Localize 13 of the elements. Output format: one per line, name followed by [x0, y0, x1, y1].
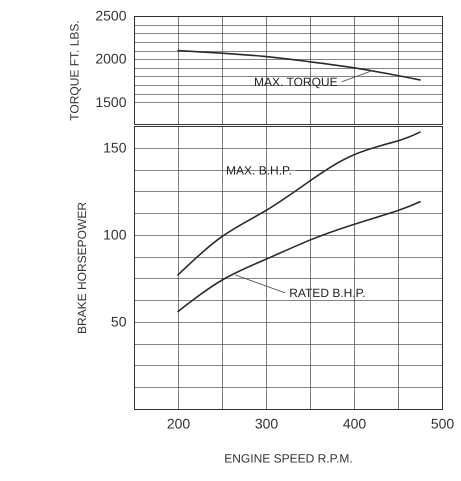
- x-axis-title: ENGINE SPEED R.P.M.: [224, 452, 353, 466]
- x-tick-label: 400: [342, 416, 366, 432]
- y-tick-label: 2500: [95, 8, 127, 24]
- y-tick-label: 150: [103, 139, 127, 156]
- y-axis-title: BRAKE HORSEPOWER: [75, 202, 90, 334]
- y-tick-label: 1500: [95, 94, 127, 110]
- y-tick-label: 100: [103, 226, 127, 242]
- y-axis-title: TORQUE FT. LBS.: [67, 20, 82, 121]
- x-tick-label: 300: [254, 416, 278, 432]
- x-tick-label: 200: [166, 416, 190, 432]
- y-tick-label: 2000: [95, 50, 127, 67]
- y-tick-label: 50: [110, 313, 127, 330]
- x-tick-label: 500: [430, 416, 454, 432]
